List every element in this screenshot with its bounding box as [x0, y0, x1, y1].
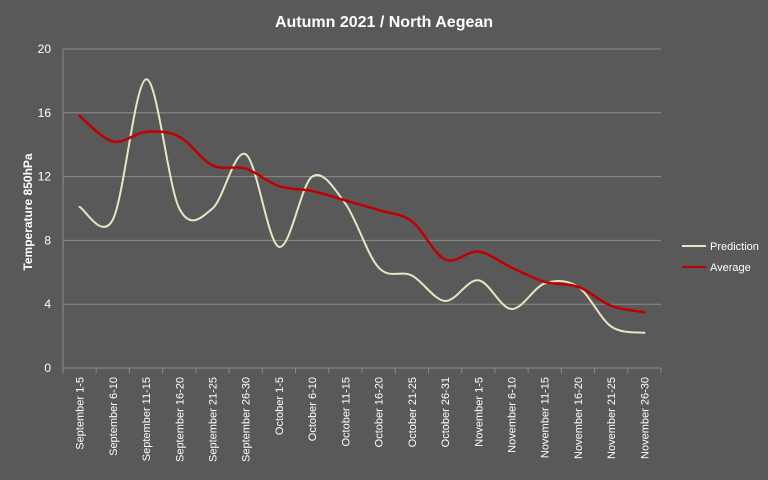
x-tick-label: September 16-20: [174, 377, 186, 462]
y-tick-label: 16: [38, 106, 52, 120]
series-line-prediction: [78, 78, 646, 334]
x-tick-labels: September 1-5 September 6-10 September 11-…: [75, 377, 652, 462]
x-tick-label: October 26-31: [440, 377, 452, 447]
x-tick-label: October 1-5: [274, 377, 286, 435]
x-tick-label: September 1-5: [75, 377, 87, 450]
y-tick-label: 4: [44, 297, 51, 311]
x-tick-label: October 16-20: [374, 377, 386, 447]
y-tick-labels: 0 4 8 12 16 20: [38, 42, 52, 375]
x-tick-label: November 26-30: [639, 377, 651, 459]
x-tick-label: November 16-20: [573, 377, 585, 459]
legend-item-prediction: Prediction: [682, 241, 759, 253]
y-tick-label: 8: [44, 233, 51, 247]
x-tick-label: September 6-10: [108, 377, 120, 456]
x-tick-label: October 21-25: [407, 377, 419, 447]
legend-item-average: Average: [682, 262, 751, 274]
legend: Prediction Average: [682, 241, 759, 274]
x-tick-label: September 11-15: [141, 377, 153, 461]
y-axis-label: Temperature 850hPa: [21, 153, 35, 270]
legend-label-average: Average: [710, 262, 751, 274]
x-tick-label: November 6-10: [507, 377, 519, 453]
y-tick-label: 12: [38, 170, 52, 184]
x-tick-label: September 26-30: [241, 377, 253, 462]
x-tick-label: September 21-25: [208, 377, 220, 462]
chart-title: Autumn 2021 / North Aegean: [275, 14, 493, 31]
x-tick-label: October 6-10: [307, 377, 319, 441]
x-tick-label: November 21-25: [606, 377, 618, 459]
gridlines: [63, 48, 661, 305]
x-tick-label: October 11-15: [340, 377, 352, 447]
y-tick-label: 0: [44, 361, 51, 375]
series-lines: [78, 78, 646, 334]
legend-label-prediction: Prediction: [710, 241, 759, 253]
x-tick-label: November 11-15: [540, 377, 552, 458]
y-tick-label: 20: [38, 42, 52, 56]
series-line-average: [78, 114, 646, 314]
x-tick-label: November 1-5: [473, 377, 485, 447]
axes: [62, 49, 662, 373]
